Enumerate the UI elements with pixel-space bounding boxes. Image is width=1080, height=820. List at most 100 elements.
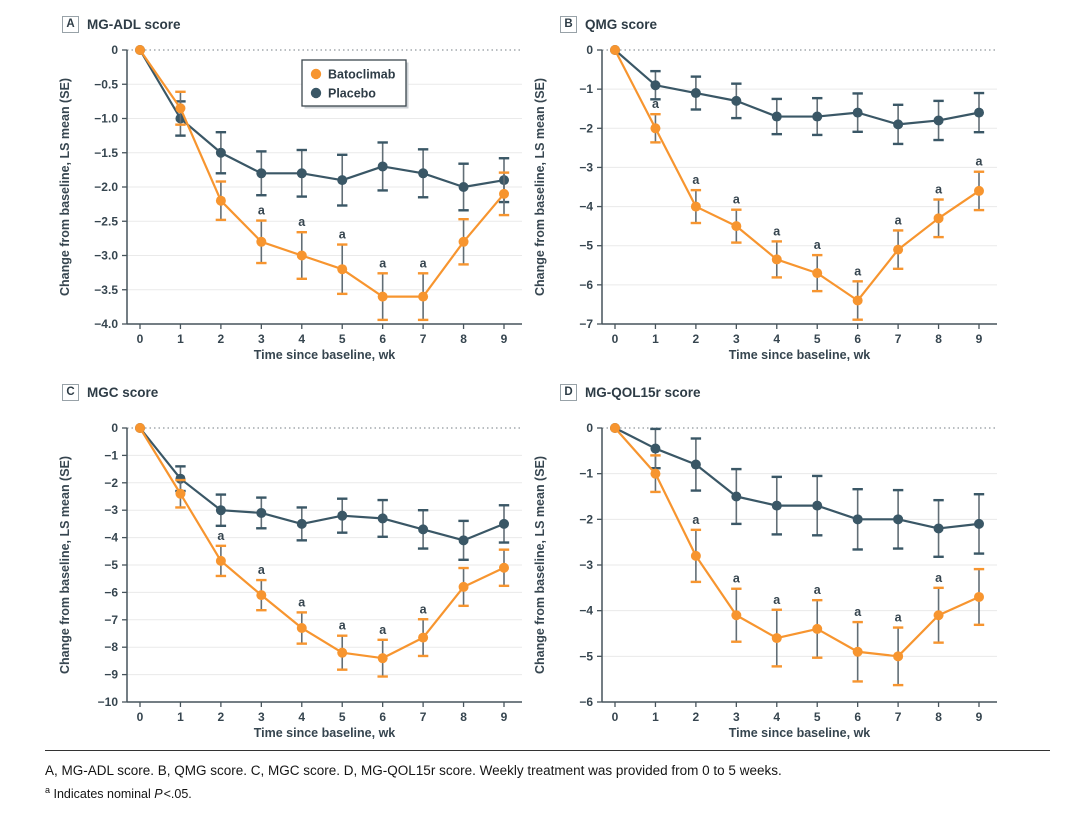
svg-text:6: 6 <box>379 710 386 724</box>
svg-text:0: 0 <box>612 332 619 346</box>
data-point <box>175 488 186 499</box>
svg-text:−3: −3 <box>104 503 118 517</box>
svg-text:−6: −6 <box>579 695 593 709</box>
svg-text:7: 7 <box>895 332 902 346</box>
svg-text:9: 9 <box>501 710 508 724</box>
data-point <box>418 524 429 535</box>
data-point <box>337 647 348 658</box>
svg-text:−1: −1 <box>104 448 118 462</box>
data-point <box>731 95 742 106</box>
svg-text:0: 0 <box>111 421 118 435</box>
svg-text:7: 7 <box>420 710 427 724</box>
figure-footnote: a Indicates nominal P<.05. <box>45 785 1050 801</box>
series-placebo <box>610 45 985 146</box>
series-placebo <box>135 423 510 561</box>
svg-text:0: 0 <box>111 43 118 57</box>
svg-text:3: 3 <box>258 710 265 724</box>
panel-c: C MGC score 0 −1 −2 −3 −4 −5 −6 −7 −8 −9 −10 0 1 2 3 4 5… <box>0 374 540 746</box>
data-point <box>812 268 823 279</box>
svg-text:3: 3 <box>258 332 265 346</box>
series-placebo <box>610 423 985 558</box>
data-point <box>610 45 620 55</box>
data-point <box>812 623 823 634</box>
svg-text:1: 1 <box>177 332 184 346</box>
data-point <box>458 535 469 546</box>
data-point <box>296 250 307 261</box>
svg-text:5: 5 <box>814 332 821 346</box>
svg-text:5: 5 <box>814 710 821 724</box>
significance-marker: a <box>420 602 428 616</box>
data-point <box>458 236 469 247</box>
significance-marker: a <box>976 155 984 169</box>
svg-text:4: 4 <box>773 332 780 346</box>
data-point <box>933 115 944 126</box>
svg-text:−5: −5 <box>579 239 593 253</box>
svg-text:−2: −2 <box>579 512 593 526</box>
svg-text:1: 1 <box>177 710 184 724</box>
panel-b: B QMG score 0 −1 −2 −3 −4 −5 −6 −7 0 1 2 3 4 5 6 7 8 9 Tim… <box>533 6 1080 374</box>
y-axis-label: Change from baseline, LS mean (SE) <box>58 456 72 674</box>
legend-label: Placebo <box>328 87 376 101</box>
svg-text:−7: −7 <box>104 613 118 627</box>
svg-text:−3.5: −3.5 <box>94 283 118 297</box>
series-line <box>139 427 505 542</box>
significance-marker: a <box>773 593 781 607</box>
figure-caption: A, MG-ADL score. B, QMG score. C, MGC sc… <box>45 763 782 778</box>
data-point <box>731 610 742 621</box>
data-point <box>215 555 226 566</box>
significance-marker: a <box>733 572 741 586</box>
data-point <box>418 291 429 302</box>
data-point <box>377 291 388 302</box>
significance-marker: a <box>773 224 781 238</box>
panel-a: A MG-ADL score 0 −0.5 −1.0 −1.5 −2.0 −2.5 −3.0… <box>0 6 540 374</box>
data-point <box>690 459 701 470</box>
significance-marker: a <box>692 173 700 187</box>
svg-text:4: 4 <box>298 710 305 724</box>
data-point <box>256 236 267 247</box>
data-point <box>731 221 742 232</box>
significance-marker: a <box>854 264 862 278</box>
svg-text:0: 0 <box>137 710 144 724</box>
data-point <box>337 175 348 186</box>
panel-b-header: B QMG score <box>560 14 1080 34</box>
chart-panel-b-qmg: 0 −1 −2 −3 −4 −5 −6 −7 0 1 2 3 4 5 6 7 8 9 Time since base… <box>533 43 997 362</box>
data-point <box>377 513 388 524</box>
data-point <box>377 653 388 664</box>
significance-marker: a <box>895 611 903 625</box>
data-point <box>256 168 267 179</box>
legend: Batoclimab Placebo <box>301 59 409 109</box>
svg-text:2: 2 <box>218 710 225 724</box>
svg-text:−2.5: −2.5 <box>94 214 118 228</box>
data-point <box>771 254 782 265</box>
svg-text:2: 2 <box>693 710 700 724</box>
svg-text:3: 3 <box>733 332 740 346</box>
data-point <box>458 182 469 192</box>
svg-text:9: 9 <box>501 332 508 346</box>
data-point <box>974 185 984 196</box>
x-axis-label: Time since baseline, wk <box>729 726 871 740</box>
significance-marker: a <box>733 193 741 207</box>
x-axis-label: Time since baseline, wk <box>729 348 871 362</box>
svg-text:−1.5: −1.5 <box>94 146 118 160</box>
panel-letter-box: B <box>560 15 577 33</box>
legend-label: Batoclimab <box>328 68 396 82</box>
axes: 0 −1 −2 −3 −4 −5 −6 −7 −8 −9 −10 0 1 2 3 4 5 6 7 8 9 <box>98 421 522 724</box>
svg-text:7: 7 <box>420 332 427 346</box>
series-line <box>139 49 505 189</box>
panel-letter-box: C <box>62 383 79 401</box>
significance-marker: a <box>379 623 387 637</box>
svg-text:9: 9 <box>976 710 983 724</box>
chart-panel-c-mgc: 0 −1 −2 −3 −4 −5 −6 −7 −8 −9 −10 0 1 2 3 4 5 6 7 8 9 Time sin… <box>58 421 522 740</box>
data-point <box>215 147 226 158</box>
legend-swatch <box>310 87 322 99</box>
data-point <box>852 646 863 657</box>
svg-text:1: 1 <box>652 332 659 346</box>
svg-text:−1.0: −1.0 <box>94 112 118 126</box>
data-point <box>337 510 348 521</box>
panel-d: D MG-QOL15r score 0 −1 −2 −3 −4 −5 −6 0 1 2 3 4 5 6 7 8… <box>533 374 1080 746</box>
panel-a-header: A MG-ADL score <box>62 14 540 34</box>
legend-swatch <box>310 68 322 80</box>
data-point <box>256 507 267 518</box>
panel-title: QMG score <box>585 16 658 32</box>
svg-text:−2: −2 <box>579 121 593 135</box>
